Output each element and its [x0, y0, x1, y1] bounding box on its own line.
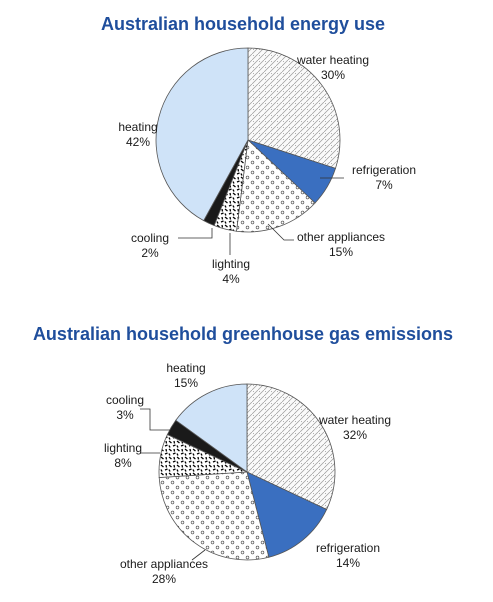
- value-label-water-heating: 30%: [321, 68, 345, 82]
- value-label-heating: 42%: [126, 135, 150, 149]
- pie-energy-use: [155, 47, 341, 233]
- label-other-appliances: other appliances: [297, 230, 385, 244]
- label-other-appliances: other appliances: [120, 557, 208, 571]
- leader-line-other-appliances: [191, 549, 206, 561]
- chart-greenhouse-emissions: Australian household greenhouse gas emis…: [33, 324, 453, 586]
- label-refrigeration: refrigeration: [352, 163, 416, 177]
- label-lighting: lighting: [212, 257, 250, 271]
- pie-slice-other-appliances: [158, 471, 270, 561]
- label-cooling: cooling: [131, 231, 169, 245]
- label-water-heating: water heating: [296, 53, 369, 67]
- pie-greenhouse-emissions: [158, 383, 336, 561]
- label-lighting: lighting: [104, 441, 142, 455]
- label-refrigeration: refrigeration: [316, 541, 380, 555]
- value-label-heating: 15%: [174, 376, 198, 390]
- label-heating: heating: [166, 361, 205, 375]
- value-label-water-heating: 32%: [343, 428, 367, 442]
- leader-line-cooling: [140, 408, 170, 431]
- label-heating: heating: [118, 120, 157, 134]
- pie-slice-water-heating: [246, 383, 336, 511]
- chart-energy-use: Australian household energy use water he…: [101, 14, 416, 286]
- pie-slice-heating: [155, 47, 249, 222]
- leader-line-other-appliances: [267, 223, 294, 241]
- value-label-cooling: 2%: [141, 246, 159, 260]
- leader-line-cooling: [178, 228, 213, 239]
- value-label-refrigeration: 7%: [375, 178, 393, 192]
- value-label-other-appliances: 28%: [152, 572, 176, 586]
- chart-2-title: Australian household greenhouse gas emis…: [33, 324, 453, 344]
- value-label-refrigeration: 14%: [336, 556, 360, 570]
- label-water-heating: water heating: [318, 413, 391, 427]
- pie-slice-other-appliances: [236, 139, 316, 233]
- value-label-cooling: 3%: [116, 408, 134, 422]
- pie-slice-water-heating: [247, 47, 341, 169]
- value-label-other-appliances: 15%: [329, 245, 353, 259]
- pie-slice-refrigeration: [246, 471, 328, 558]
- chart-1-title: Australian household energy use: [101, 14, 385, 34]
- pie-slice-heating: [175, 383, 248, 473]
- value-label-lighting: 8%: [114, 456, 132, 470]
- value-label-lighting: 4%: [222, 272, 240, 286]
- label-cooling: cooling: [106, 393, 144, 407]
